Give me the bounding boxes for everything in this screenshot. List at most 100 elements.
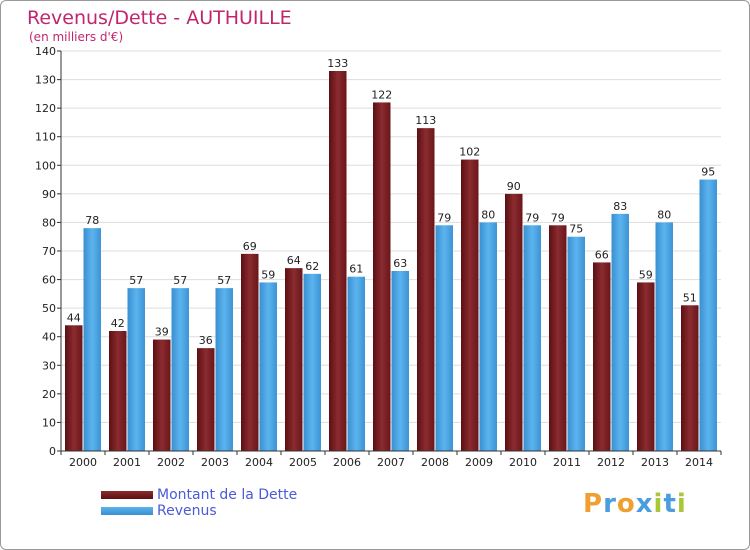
logo-letter: o [616,489,636,519]
bar-dette [285,268,303,451]
legend-swatch-revenus [101,507,153,515]
bar-revenus [303,273,321,451]
bar-revenus [171,288,189,451]
data-label-dette: 59 [639,268,653,281]
bar-dette [505,193,523,451]
x-tick-label: 2000 [69,456,97,469]
logo-letter: P [583,489,604,519]
bar-dette [417,128,435,451]
data-label-revenus: 57 [173,274,187,287]
bar-revenus [127,288,145,451]
x-tick-label: 2010 [509,456,537,469]
data-label-revenus: 61 [349,263,363,276]
data-label-revenus: 57 [217,274,231,287]
chart-title: Revenus/Dette - AUTHUILLE [27,7,292,29]
legend-swatch-debt [101,491,153,499]
data-label-dette: 51 [683,291,697,304]
logo-letter: r [603,489,617,519]
logo-letter: i [653,489,664,519]
data-label-revenus: 62 [305,260,319,273]
data-label-revenus: 83 [613,200,627,213]
x-tick-label: 2014 [685,456,713,469]
bar-dette [109,331,127,451]
bar-revenus [611,213,629,451]
data-label-revenus: 59 [261,268,275,281]
y-tick-label: 0 [49,445,56,458]
data-label-dette: 90 [507,180,521,193]
y-tick-label: 20 [42,388,56,401]
x-tick-label: 2004 [245,456,273,469]
bar-dette [637,282,655,451]
data-label-revenus: 57 [129,274,143,287]
data-label-dette: 44 [67,311,81,324]
x-tick-label: 2012 [597,456,625,469]
data-label-revenus: 79 [525,211,539,224]
y-tick-label: 10 [42,416,56,429]
legend: Montant de la Dette Revenus [101,487,297,519]
y-tick-label: 130 [35,74,56,87]
x-tick-label: 2013 [641,456,669,469]
bar-dette [329,71,347,451]
bar-revenus [523,225,541,451]
grid-lines [61,50,721,452]
data-label-dette: 133 [327,57,348,70]
bar-revenus [655,222,673,451]
bar-revenus [391,271,409,451]
x-tick-label: 2005 [289,456,317,469]
legend-label-debt: Montant de la Dette [157,487,298,503]
x-tick-label: 2009 [465,456,493,469]
bar-dette [197,348,215,451]
y-tick-label: 120 [35,102,56,115]
x-tick-label: 2008 [421,456,449,469]
data-label-revenus: 78 [85,214,99,227]
legend-label-revenus: Revenus [157,503,217,519]
bar-dette [65,325,83,451]
y-tick-label: 40 [42,331,56,344]
y-tick-label: 60 [42,274,56,287]
data-label-dette: 122 [371,88,392,101]
data-labels: 44 78 42 57 39 57 36 57 69 59 64 62 133 61 122 63 113 79 1… [67,57,716,347]
data-label-revenus: 79 [437,211,451,224]
y-tick-label: 110 [35,131,56,144]
y-tick-label: 80 [42,216,56,229]
y-tick-label: 70 [42,245,56,258]
bar-revenus [215,288,233,451]
data-label-dette: 102 [459,146,480,159]
bar-revenus [347,276,365,451]
legend-item-revenus: Revenus [101,503,297,519]
bar-dette [153,339,171,451]
bar-revenus [479,222,497,451]
data-label-revenus: 80 [481,208,495,221]
bar-revenus [567,236,585,451]
bar-dette [373,102,391,451]
bar-revenus [259,282,277,451]
y-tick-label: 50 [42,302,56,315]
x-tick-label: 2002 [157,456,185,469]
bar-revenus [83,228,101,451]
data-label-revenus: 95 [701,166,715,179]
data-label-revenus: 80 [657,208,671,221]
bar-dette [681,305,699,451]
data-label-dette: 39 [155,326,169,339]
bar-revenus [435,225,453,451]
bar-dette [593,262,611,451]
bar-revenus [699,179,717,452]
data-label-dette: 36 [199,334,213,347]
y-tick-label: 100 [35,159,56,172]
data-label-dette: 42 [111,317,125,330]
x-tick-label: 2003 [201,456,229,469]
legend-item-debt: Montant de la Dette [101,487,297,503]
data-label-revenus: 63 [393,257,407,270]
x-tick-label: 2007 [377,456,405,469]
data-label-dette: 113 [415,114,436,127]
data-label-dette: 66 [595,248,609,261]
x-tick-label: 2011 [553,456,581,469]
data-label-dette: 69 [243,240,257,253]
x-axis-ticks: 2000 2001 2002 2003 2004 2005 2006 2007 2008 2009… [60,451,722,469]
data-label-dette: 64 [287,254,301,267]
proxiti-logo: Proxiti [583,489,687,519]
x-tick-label: 2001 [113,456,141,469]
y-axis-ticks: 0 10 20 30 40 50 60 70 80 90 100 110 120 130 140 [35,45,61,458]
